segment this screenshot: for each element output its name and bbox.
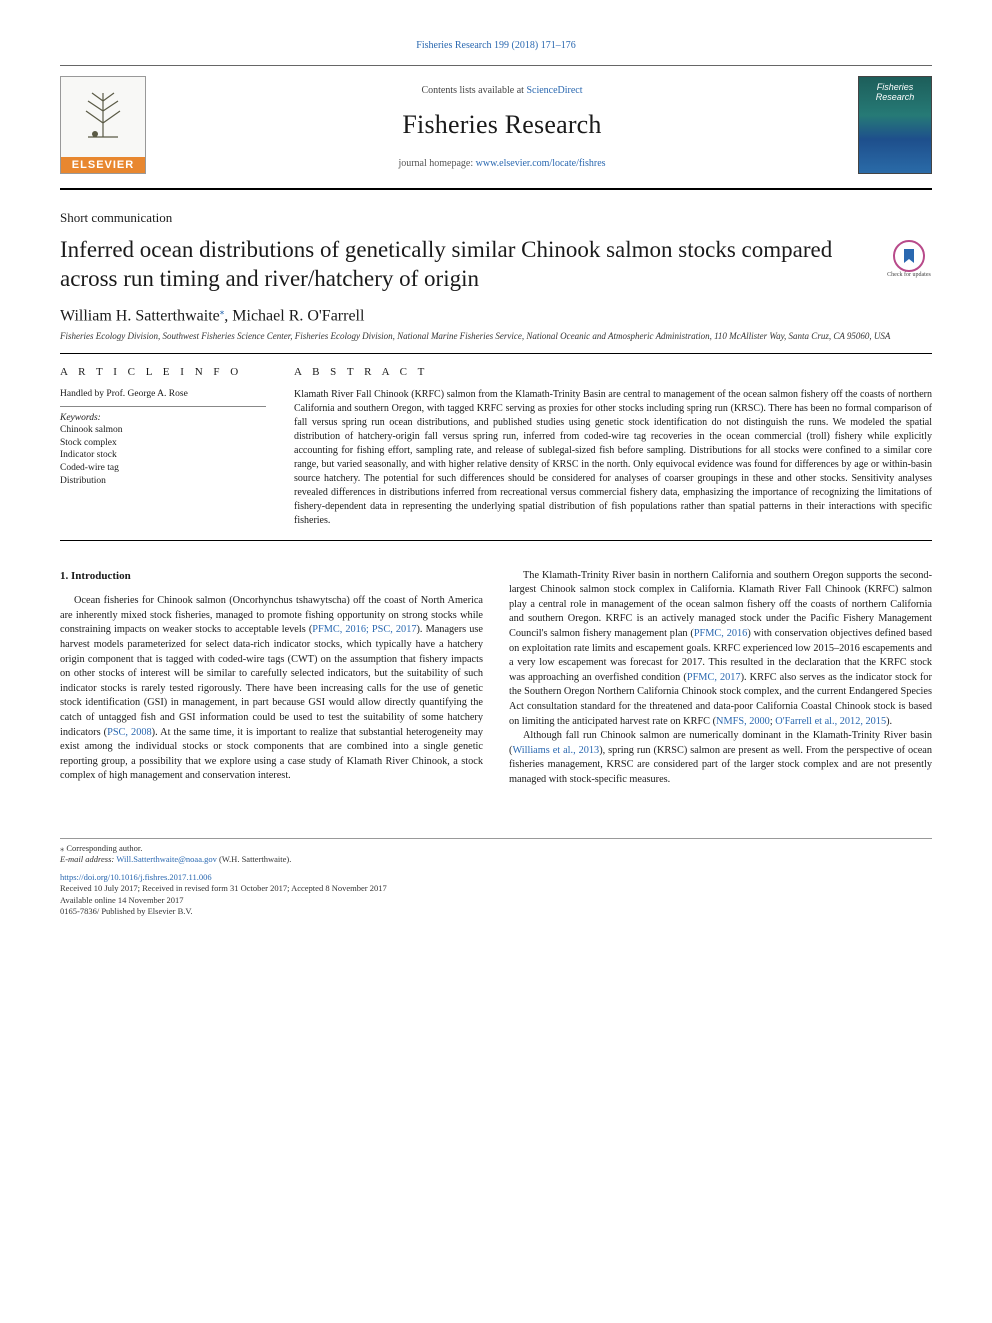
intro-paragraph-2: The Klamath-Trinity River basin in north… — [509, 569, 932, 730]
email-line: E-mail address: Will.Satterthwaite@noaa.… — [60, 854, 932, 865]
introduction-heading: 1. Introduction — [60, 569, 483, 585]
contents-available-line: Contents lists available at ScienceDirec… — [164, 85, 840, 96]
journal-title: Fisheries Research — [164, 110, 840, 140]
citation-link[interactable]: PFMC, 2016 — [694, 628, 748, 639]
citation-link[interactable]: Williams et al., 2013 — [512, 745, 599, 756]
citation-link[interactable]: NMFS, 2000 — [716, 716, 770, 727]
issn-line: 0165-7836/ Published by Elsevier B.V. — [60, 906, 932, 917]
keywords-label: Keywords: — [60, 413, 266, 423]
footer-block: ⁎ Corresponding author. E-mail address: … — [60, 838, 932, 918]
citation-link[interactable]: PFMC, 2016; PSC, 2017 — [312, 624, 416, 635]
corresponding-author-note: ⁎ Corresponding author. — [60, 838, 932, 854]
doi-link[interactable]: https://doi.org/10.1016/j.fishres.2017.1… — [60, 872, 932, 883]
sciencedirect-link[interactable]: ScienceDirect — [526, 85, 582, 96]
text-run: ). Managers use harvest models parameter… — [60, 624, 483, 737]
abstract-heading: A B S T R A C T — [294, 366, 932, 378]
email-person: (W.H. Satterthwaite). — [217, 854, 292, 864]
intro-paragraph-3: Although fall run Chinook salmon are num… — [509, 729, 932, 787]
check-updates-badge[interactable]: Check for updates — [886, 240, 932, 286]
affiliation: Fisheries Ecology Division, Southwest Fi… — [60, 331, 932, 343]
keyword-item: Chinook salmon — [60, 424, 266, 437]
contents-prefix: Contents lists available at — [421, 85, 526, 96]
authors-line: William H. Satterthwaite⁎, Michael R. O'… — [60, 306, 932, 325]
author-1: William H. Satterthwaite — [60, 307, 220, 324]
email-label: E-mail address: — [60, 854, 116, 864]
email-link[interactable]: Will.Satterthwaite@noaa.gov — [116, 854, 217, 864]
bookmark-icon — [893, 240, 925, 272]
handled-by: Handled by Prof. George A. Rose — [60, 388, 266, 407]
article-info-heading: A R T I C L E I N F O — [60, 366, 266, 378]
elsevier-tree-icon — [61, 77, 145, 157]
page-range-header: Fisheries Research 199 (2018) 171–176 — [60, 40, 932, 51]
updates-label: Check for updates — [887, 272, 931, 278]
received-line: Received 10 July 2017; Received in revis… — [60, 883, 932, 894]
column-left: 1. Introduction Ocean fisheries for Chin… — [60, 569, 483, 788]
author-2: , Michael R. O'Farrell — [224, 307, 364, 324]
text-run: ). — [886, 716, 892, 727]
info-abstract-row: A R T I C L E I N F O Handled by Prof. G… — [60, 353, 932, 541]
masthead-center: Contents lists available at ScienceDirec… — [164, 81, 840, 169]
elsevier-logo: ELSEVIER — [60, 76, 146, 174]
citation-link[interactable]: O'Farrell et al., 2012, 2015 — [775, 716, 886, 727]
title-row: Inferred ocean distributions of genetica… — [60, 236, 932, 294]
citation-link[interactable]: PFMC, 2017 — [687, 672, 741, 683]
homepage-prefix: journal homepage: — [398, 158, 475, 169]
homepage-line: journal homepage: www.elsevier.com/locat… — [164, 158, 840, 169]
citation-link[interactable]: PSC, 2008 — [107, 727, 152, 738]
cover-title-2: Research — [876, 93, 915, 103]
keyword-item: Coded-wire tag — [60, 462, 266, 475]
homepage-link[interactable]: www.elsevier.com/locate/fishres — [476, 158, 606, 169]
keywords-list: Chinook salmon Stock complex Indicator s… — [60, 424, 266, 488]
article-title: Inferred ocean distributions of genetica… — [60, 236, 872, 294]
available-line: Available online 14 November 2017 — [60, 895, 932, 906]
abstract-block: A B S T R A C T Klamath River Fall Chino… — [280, 354, 932, 540]
keyword-item: Indicator stock — [60, 449, 266, 462]
keyword-item: Distribution — [60, 475, 266, 488]
body-columns: 1. Introduction Ocean fisheries for Chin… — [60, 569, 932, 788]
elsevier-wordmark: ELSEVIER — [61, 157, 145, 173]
article-type: Short communication — [60, 210, 932, 226]
journal-cover-thumb: Fisheries Research — [858, 76, 932, 174]
abstract-body: Klamath River Fall Chinook (KRFC) salmon… — [294, 388, 932, 528]
article-info-block: A R T I C L E I N F O Handled by Prof. G… — [60, 354, 280, 540]
column-right: The Klamath-Trinity River basin in north… — [509, 569, 932, 788]
keyword-item: Stock complex — [60, 437, 266, 450]
intro-paragraph-1: Ocean fisheries for Chinook salmon (Onco… — [60, 594, 483, 784]
masthead: ELSEVIER Contents lists available at Sci… — [60, 65, 932, 190]
